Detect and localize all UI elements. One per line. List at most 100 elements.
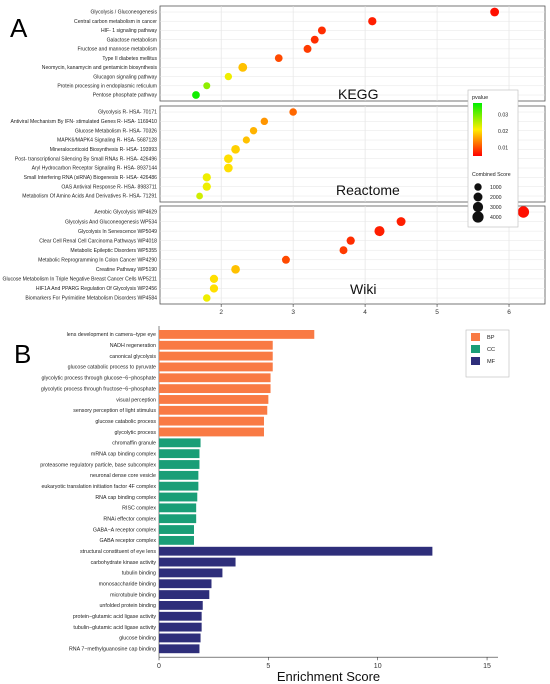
bar <box>159 568 223 578</box>
bar <box>159 492 198 502</box>
bar-label: NADH regeneration <box>110 343 156 349</box>
pvalue-tick-label: 0.01 <box>498 146 508 152</box>
panel-label-a: A <box>10 13 28 43</box>
bar <box>159 535 194 545</box>
facet-title-wiki: Wiki <box>350 281 376 297</box>
bar-label: tubulin binding <box>122 571 156 577</box>
data-point <box>242 136 250 144</box>
bar-label: glucose catabolic process to pyruvate <box>68 365 156 371</box>
bar-label: protein−glutamic acid ligase activity <box>73 614 157 620</box>
term-label: Glucose Metabolism In Triple Negative Br… <box>3 277 158 283</box>
data-point <box>202 182 211 191</box>
bar-label: RNA cap binding complex <box>95 495 156 501</box>
bar-label: tubulin−glutamic acid ligase activity <box>73 625 156 631</box>
data-point <box>317 26 326 35</box>
term-label: HIF- 1 signaling pathway <box>101 28 158 34</box>
data-point <box>224 72 233 81</box>
bar-label: neuronal dense core vesicle <box>90 473 156 479</box>
bar-label: proteasome regulatory particle, base sub… <box>40 462 156 468</box>
bar-label: RNAi effector complex <box>103 517 156 523</box>
legend-size-dot <box>474 183 482 191</box>
bar-label: GABA−A receptor complex <box>93 527 157 533</box>
legend: pvalue 0.03 0.02 0.01 Combined Score 1000 2000… <box>467 89 519 228</box>
bar <box>159 373 271 383</box>
term-label: Neomycin, kanamycin and gentamicin biosy… <box>42 65 158 71</box>
legend-label: BP <box>487 335 495 341</box>
legend: BP CC MF <box>465 329 510 378</box>
term-label: Glycolysis In Senescence WP5049 <box>78 229 157 235</box>
facet-kegg: Glycolysis / Gluconeogenesis Central carb… <box>42 5 546 102</box>
data-point <box>368 17 377 26</box>
bar-label: canonical glycolysis <box>109 354 156 360</box>
data-point <box>374 226 385 237</box>
legend-size-dot <box>472 211 484 223</box>
bar-label: lens development in camera−type eye <box>67 332 156 338</box>
legend-swatch <box>471 333 480 341</box>
term-label: Antiviral Mechanism By IFN- stimulated G… <box>10 119 157 125</box>
bar-label: glucose catabolic process <box>95 419 156 425</box>
bar-label: monosaccharide binding <box>99 582 156 588</box>
bar <box>159 351 273 361</box>
legend-size-label: 3000 <box>490 205 502 211</box>
bar <box>159 633 201 643</box>
term-label: Metabolic Reprogramming In Colon Cancer … <box>38 257 157 263</box>
bar-label: glucose binding <box>119 636 156 642</box>
facet-title-reactome: Reactome <box>336 182 400 198</box>
bar <box>159 481 199 491</box>
bar <box>159 546 433 556</box>
facet-reactome: Glycolysis R- HSA- 70171 Antiviral Mechan… <box>10 105 546 203</box>
term-label: OAS Antiviral Response R- HSA- 8983711 <box>61 184 157 190</box>
legend-size-dot <box>473 192 483 202</box>
term-label: MAPK6/MAPK4 Signaling R- HSA- 5687128 <box>57 138 157 144</box>
x-tick-label: 0 <box>157 663 161 670</box>
bar-label: eukaryotic translation initiation factor… <box>41 484 156 490</box>
legend-swatch <box>471 357 480 365</box>
data-point <box>289 108 297 116</box>
x-tick-label: 5 <box>266 663 270 670</box>
legend-size-label: 1000 <box>490 185 502 191</box>
data-point <box>231 144 240 154</box>
bar <box>159 514 197 524</box>
enrichment-dot-plot: Glycolysis / Gluconeogenesis Central carb… <box>3 5 546 316</box>
data-point <box>224 163 233 173</box>
term-label: Protein processing in endoplasmic reticu… <box>57 83 157 89</box>
term-label: Glucagon signaling pathway <box>93 74 157 80</box>
bar-label: mRNA cap binding complex <box>91 451 156 457</box>
term-label: Glycolysis / Gluconeogenesis <box>90 10 157 16</box>
data-point <box>238 62 248 72</box>
bar <box>159 525 194 534</box>
term-label: Post- transcriptional Silencing By Small… <box>15 156 157 162</box>
bar-label: RISC complex <box>122 506 156 512</box>
data-point <box>192 91 200 99</box>
bar <box>159 438 201 448</box>
term-label: Metabolism Of Amino Acids And Derivative… <box>22 194 157 200</box>
x-axis-title: Enrichment Score <box>277 669 380 684</box>
bar <box>159 644 200 654</box>
term-label: Small Interfering RNA (siRNA) Biogenesis… <box>24 175 158 181</box>
pvalue-tick-label: 0.03 <box>498 113 508 119</box>
data-point <box>346 236 355 245</box>
data-point <box>260 117 269 126</box>
bar-label: microtubule binding <box>110 592 156 598</box>
bar <box>159 611 202 621</box>
bar-label: chromaffin granule <box>112 441 156 447</box>
data-point <box>490 7 500 17</box>
term-label: Metabolic Epileptic Disorders WP5355 <box>70 248 157 254</box>
panel-label-b: B <box>14 339 31 369</box>
pvalue-tick-label: 0.02 <box>498 129 508 135</box>
bar <box>159 405 268 415</box>
bar-label: glycolytic process <box>114 430 156 436</box>
data-point <box>209 274 219 284</box>
term-label: Creatine Pathway WP5190 <box>96 267 157 273</box>
bar-label: sensory perception of light stimulus <box>73 408 156 414</box>
legend-label: MF <box>487 359 496 365</box>
bar <box>159 362 273 372</box>
x-tick-label: 4 <box>363 309 367 316</box>
data-point <box>339 246 348 255</box>
bar <box>159 384 271 394</box>
data-point <box>202 294 211 302</box>
data-point <box>281 255 290 264</box>
term-label: Fructose and mannose metabolism <box>77 47 157 53</box>
data-point <box>196 192 203 200</box>
bar <box>159 470 199 480</box>
